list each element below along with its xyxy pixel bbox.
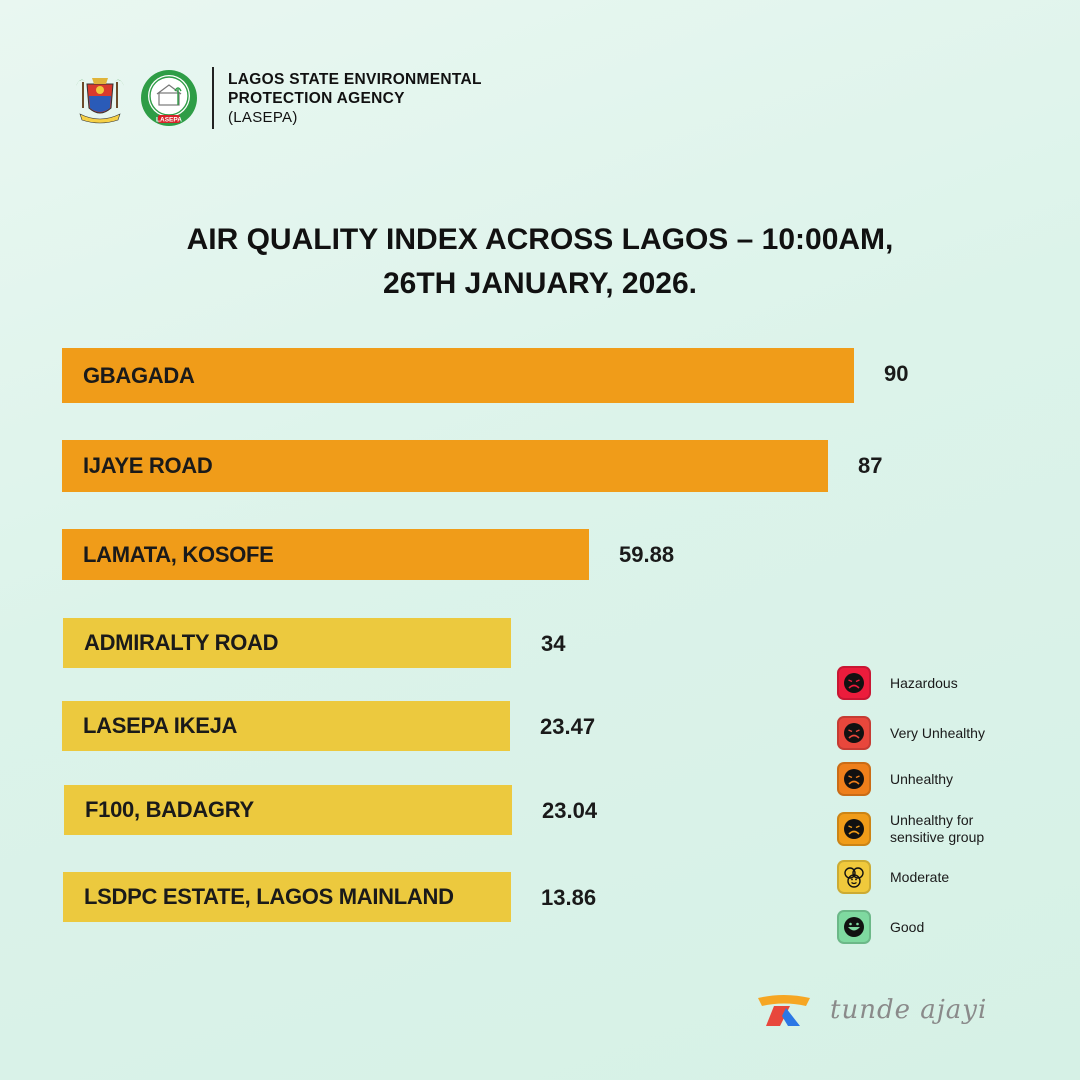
legend-label: Hazardous — [890, 674, 958, 691]
bar-value-label: 23.47 — [540, 714, 596, 739]
bar-label: LSDPC ESTATE, LAGOS MAINLAND — [84, 884, 454, 909]
bar-value-label: 13.86 — [541, 885, 597, 910]
agency-name: LAGOS STATE ENVIRONMENTAL PROTECTION AGE… — [228, 70, 482, 127]
bar-label: ADMIRALTY ROAD — [84, 630, 279, 655]
bar-label: F100, BADAGRY — [85, 797, 254, 822]
footer-brand: tunde ajayi — [756, 992, 987, 1028]
bar-label: GBAGADA — [83, 362, 195, 388]
legend-item-good: Good — [837, 910, 1015, 944]
bar-5: F100, BADAGRY — [64, 785, 512, 835]
bar-label: LAMATA, KOSOFE — [83, 541, 274, 567]
legend-item-hazardous: Hazardous — [837, 666, 1015, 700]
good-smile-face-icon — [837, 910, 871, 944]
legend-label: Good — [890, 918, 925, 935]
unhealthy-frown-face-icon — [837, 762, 871, 796]
bar-value-label: 87 — [858, 453, 883, 478]
lasepa-logo-icon: LASEPA — [140, 69, 198, 127]
bar-0: GBAGADA — [62, 348, 854, 403]
chart-title-line1: AIR QUALITY INDEX ACROSS LAGOS – 10:00AM… — [186, 223, 894, 256]
chart-title-line2: 26TH JANUARY, 2026. — [382, 267, 698, 300]
bar-3: ADMIRALTY ROAD — [63, 618, 511, 668]
bar-4: LASEPA IKEJA — [62, 701, 510, 751]
bar-6: LSDPC ESTATE, LAGOS MAINLAND — [63, 872, 511, 922]
legend-item-very-unhealthy: Very Unhealthy — [837, 716, 1015, 750]
agency-header: LASEPA LAGOS STATE ENVIRONMENTAL PROTECT… — [70, 66, 482, 130]
legend-label: Very Unhealthy — [890, 724, 985, 741]
unhealthy-sensitive-frown-face-icon — [837, 812, 871, 846]
bar-label: IJAYE ROAD — [83, 453, 213, 478]
bar-value-label: 34 — [541, 631, 566, 656]
bar-label: LASEPA IKEJA — [83, 713, 238, 738]
lasepa-logo-text: LASEPA — [156, 117, 182, 124]
hazardous-frown-face-icon — [837, 666, 871, 700]
signature: tunde ajayi — [830, 995, 988, 1025]
bar-1: IJAYE ROAD — [62, 440, 828, 492]
legend-item-unhealthy-sensitive: Unhealthy for sensitive group — [837, 812, 1015, 846]
legend-item-moderate: Moderate — [837, 860, 1015, 894]
header-divider — [212, 67, 214, 129]
bar-value-label: 90 — [884, 361, 909, 386]
legend-label: Moderate — [890, 868, 950, 885]
bar-value-label: 23.04 — [542, 798, 598, 823]
very-unhealthy-frown-face-icon — [837, 716, 871, 750]
legend-item-unhealthy: Unhealthy — [837, 762, 1015, 796]
agency-name-line1: LAGOS STATE ENVIRONMENTAL — [228, 70, 482, 88]
agency-abbreviation: (LASEPA) — [228, 108, 298, 126]
chart-title: AIR QUALITY INDEX ACROSS LAGOS – 10:00AM… — [0, 218, 1080, 306]
lagos-state-seal-icon — [70, 68, 130, 128]
legend-label: Unhealthy for sensitive group — [890, 812, 985, 845]
bar-2: LAMATA, KOSOFE — [62, 529, 589, 580]
legend-label: Unhealthy — [890, 770, 954, 787]
moderate-neutral-faces-icon — [837, 860, 871, 894]
bar-value-label: 59.88 — [619, 542, 675, 567]
brand-logo-icon — [758, 995, 810, 1026]
agency-name-line2: PROTECTION AGENCY — [228, 89, 405, 107]
